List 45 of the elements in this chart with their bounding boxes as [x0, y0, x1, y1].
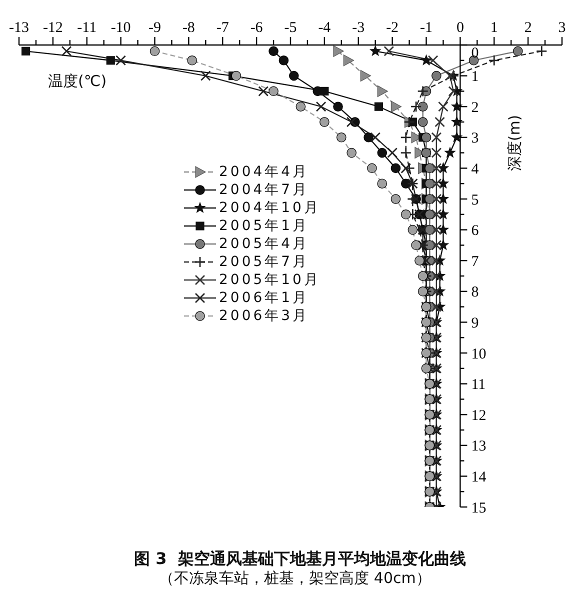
x-tick-label: -2 [386, 20, 399, 36]
text: （不冻泉车站，桩基，架空高度 40cm） [158, 569, 432, 588]
y-tick-label: 11 [471, 377, 486, 394]
y-tick-label: 8 [471, 284, 479, 301]
x-tick-label: 0 [456, 20, 464, 36]
x-tick-label: 1 [490, 20, 498, 36]
x-tick-label: -6 [250, 20, 264, 36]
y-tick-label: 9 [471, 315, 479, 332]
y-tick-label: 6 [471, 223, 480, 240]
y-tick-label: 15 [471, 500, 486, 516]
legend-label: 2006年3月 [219, 307, 310, 325]
y-tick-label: 14 [471, 469, 487, 486]
y-tick-label: 7 [471, 254, 480, 270]
y-tick-label: 4 [471, 161, 480, 178]
y-tick-label: 13 [471, 438, 486, 455]
y-tick-label: 2 [471, 100, 479, 116]
text: 图 3 架空通风基础下地基月平均地温变化曲线 [133, 549, 467, 570]
legend-label: 2005年10月 [219, 271, 320, 289]
legend-label: 2004年7月 [219, 181, 310, 199]
legend-label: 2004年10月 [219, 199, 320, 217]
legend-label: 2005年7月 [219, 253, 310, 271]
x-tick-label: -7 [216, 20, 230, 36]
y-tick-label: 3 [471, 130, 479, 147]
x-tick-label: -9 [148, 20, 161, 36]
x-tick-label: -8 [182, 20, 195, 36]
x-tick-label: -1 [420, 20, 432, 36]
x-tick-label: -4 [318, 20, 332, 36]
x-tick-label: -3 [352, 20, 365, 36]
y-tick-label: 10 [471, 346, 486, 362]
x-tick-label: -5 [284, 20, 297, 36]
x-tick-label: -13 [9, 20, 29, 36]
x-tick-label: 3 [558, 20, 566, 36]
legend-label: 2004年4月 [219, 163, 310, 181]
x-axis-title: 温度(℃) [48, 72, 107, 91]
y-axis-title: 深度(m) [506, 114, 524, 172]
y-tick-label: 12 [471, 408, 486, 424]
y-tick-label: 5 [471, 192, 479, 208]
x-tick-label: -11 [77, 20, 97, 36]
legend-label: 2005年4月 [219, 235, 310, 253]
x-tick-label: -10 [110, 20, 131, 36]
legend-label: 2005年1月 [219, 217, 310, 235]
x-tick-label: -12 [42, 20, 63, 36]
y-tick-label: 1 [471, 69, 479, 86]
legend-label: 2006年1月 [219, 289, 310, 307]
x-tick-label: 2 [524, 20, 532, 36]
